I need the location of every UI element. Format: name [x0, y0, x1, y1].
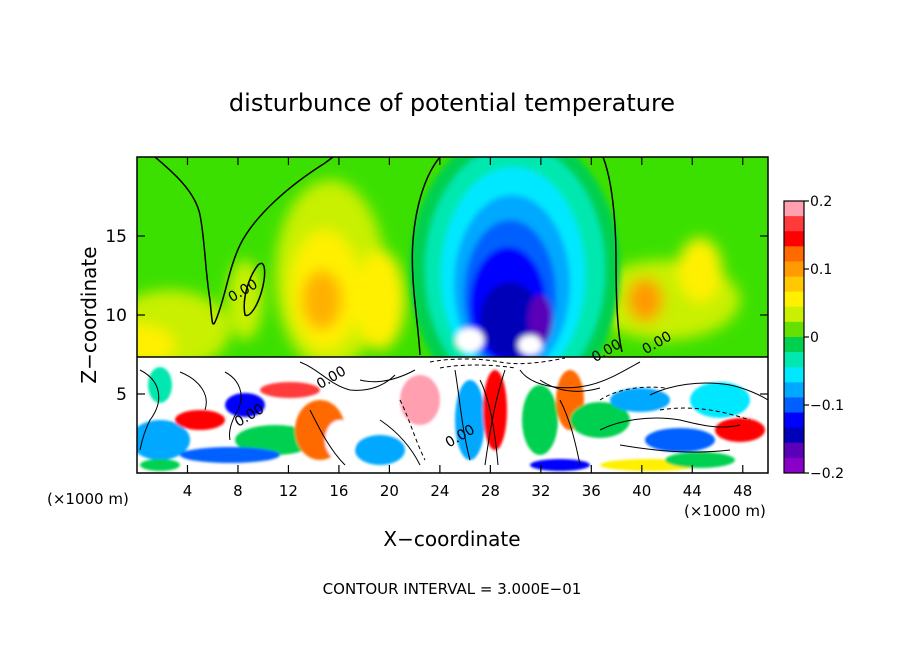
plot-area: 0.000.000.000.000.00 0.00	[137, 157, 768, 473]
colorbar-swatch	[784, 412, 804, 429]
contour-cold-left	[411, 157, 441, 356]
colorbar-tick-label: 0.2	[810, 194, 832, 210]
x-unit-label-right: (×1000 m)	[684, 502, 766, 520]
colorbar-swatch	[784, 306, 804, 323]
lower-contours	[139, 361, 768, 466]
x-tick-label: 48	[733, 482, 752, 500]
colorbar-swatch	[784, 321, 804, 338]
colorbar-swatch	[784, 397, 804, 414]
colorbar-swatch	[784, 367, 804, 383]
colorbar-swatch	[784, 382, 804, 398]
x-tick-label: 24	[430, 482, 449, 500]
contour-left-lobe	[154, 157, 334, 325]
colorbar-swatch	[784, 352, 804, 368]
contour-left-loop	[243, 262, 266, 317]
colorbar-tick-label: −0.1	[810, 398, 844, 414]
x-tick-label: 8	[233, 482, 243, 500]
lower-field	[137, 367, 765, 471]
zero-contours	[154, 157, 623, 356]
colorbar-tick-label: 0	[810, 330, 819, 346]
colorbar-swatch	[784, 216, 804, 232]
chart-title: disturbunce of potential temperature	[229, 89, 675, 117]
colorbar: 0.2 0.1 0 −0.1 −0.2	[783, 194, 844, 482]
colorbar-tick-label: 0.1	[810, 262, 832, 278]
x-tick-label: 44	[683, 482, 702, 500]
upper-field	[137, 180, 740, 370]
colorbar-swatch	[784, 201, 804, 217]
colorbar-tick-label: −0.2	[810, 466, 844, 482]
x-tick-label: 32	[531, 482, 550, 500]
y-tick-label: 10	[105, 306, 127, 326]
y-axis-label: Z−coordinate	[77, 246, 101, 383]
colorbar-swatch	[784, 337, 804, 353]
y-axis: 5 10 15	[105, 227, 768, 405]
colorbar-swatch	[784, 246, 804, 262]
x-tick-label: 28	[481, 482, 500, 500]
colorbar-swatch	[784, 457, 804, 474]
x-unit-label: (×1000 m)	[47, 490, 129, 508]
negative-contours	[399, 357, 751, 461]
x-tick-label: 16	[329, 482, 348, 500]
cold-anomaly	[410, 157, 620, 410]
colorbar-swatch	[784, 231, 804, 247]
x-tick-label: 36	[582, 482, 601, 500]
x-tick-label: 40	[632, 482, 651, 500]
x-axis-label: X−coordinate	[383, 527, 520, 551]
contour-interval-label: CONTOUR INTERVAL = 3.000E−01	[323, 580, 582, 598]
colorbar-swatch	[784, 427, 804, 444]
colorbar-swatch	[784, 442, 804, 459]
contour-cold-right	[602, 157, 623, 353]
x-axis: 4 8 12 16 20 24 28 32 36 40 44 48	[183, 157, 752, 500]
x-tick-label: 12	[279, 482, 298, 500]
y-tick-label: 5	[116, 385, 127, 405]
colorbar-swatch	[784, 261, 804, 278]
colorbar-swatch	[784, 276, 804, 293]
colorbar-swatch	[784, 291, 804, 308]
y-tick-label: 15	[105, 227, 127, 247]
x-tick-label: 4	[183, 482, 193, 500]
x-tick-label: 20	[380, 482, 399, 500]
